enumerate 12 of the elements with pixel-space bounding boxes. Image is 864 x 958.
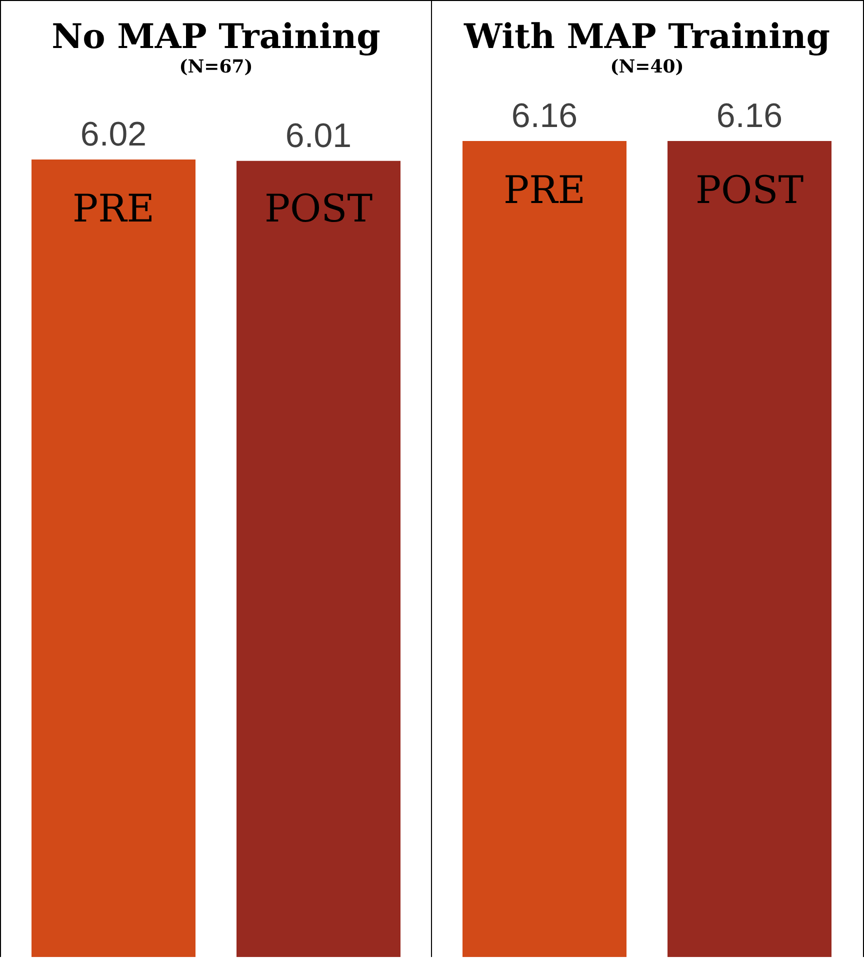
- x-tick-label: POST: [264, 186, 373, 231]
- chart-title: With MAP Training: [463, 17, 830, 57]
- x-tick-label: PRE: [72, 186, 154, 231]
- data-label: 6.16: [511, 97, 578, 135]
- chart-subtitle: (N=67): [179, 56, 253, 78]
- data-label: 6.16: [716, 97, 783, 135]
- x-tick-label: POST: [695, 168, 804, 212]
- data-label: 6.02: [80, 116, 147, 154]
- chart-subtitle: (N=40): [610, 56, 684, 78]
- data-label: 6.01: [285, 116, 352, 155]
- x-tick-label: PRE: [504, 168, 586, 212]
- chart-title: No MAP Training: [52, 17, 380, 57]
